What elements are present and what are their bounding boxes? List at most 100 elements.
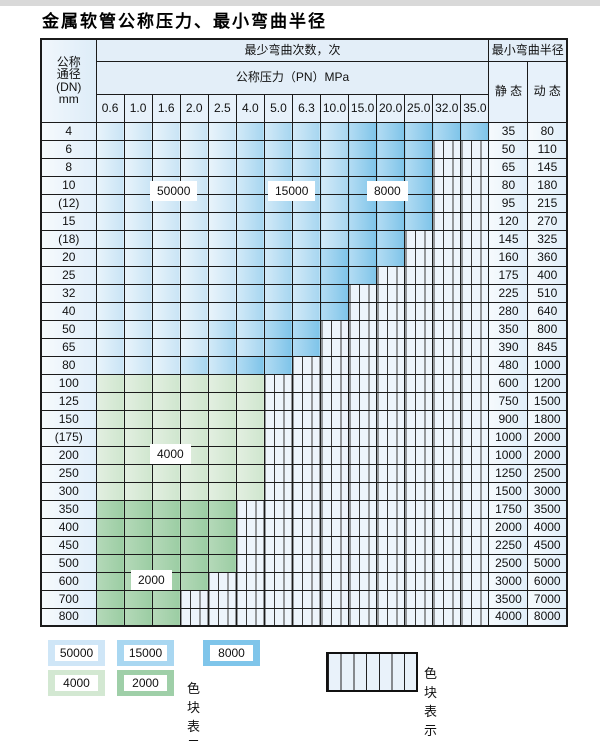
- dynamic-radius-cell: 3500: [527, 499, 568, 519]
- no-spec-cell-25.0: [404, 319, 434, 339]
- spec-cell-1.0: [123, 445, 153, 465]
- spec-cell-10.0: [319, 283, 350, 303]
- spec-cell-2.5: [207, 445, 237, 465]
- spec-cell-0.6: [95, 265, 125, 285]
- no-spec-cell-15.0: [348, 445, 378, 465]
- no-spec-cell-20.0: [376, 337, 406, 357]
- no-spec-cell-6.3: [291, 499, 322, 519]
- legend-swatch-label: 8000: [210, 645, 253, 661]
- spec-cell-10.0: [319, 139, 350, 159]
- spec-cell-1.6: [151, 355, 181, 375]
- no-spec-cell-15.0: [348, 373, 378, 393]
- spec-cell-25.0: [404, 157, 434, 177]
- page-title: 金属软管公称压力、最小弯曲半径: [42, 12, 327, 32]
- no-spec-cell-25.0: [404, 373, 434, 393]
- spec-cell-0.6: [95, 229, 125, 249]
- spec-cell-4.0: [235, 229, 265, 249]
- no-spec-cell-35.0: [460, 391, 490, 411]
- spec-cell-15.0: [348, 139, 378, 159]
- table-row-dn-6: 6 50 110: [40, 139, 568, 159]
- static-radius-cell: 2250: [488, 535, 529, 555]
- spec-cell-0.6: [95, 337, 125, 357]
- no-spec-cell-4.0: [235, 571, 265, 591]
- no-spec-cell-2.0: [179, 589, 209, 609]
- no-spec-cell-10.0: [319, 391, 350, 411]
- spec-cell-2.0: [179, 355, 209, 375]
- spec-cell-4.0: [235, 319, 265, 339]
- spec-cell-4.0: [235, 445, 265, 465]
- spec-cell-10.0: [319, 121, 350, 141]
- dynamic-radius-cell: 1000: [527, 355, 568, 375]
- no-spec-cell-35.0: [460, 589, 490, 609]
- no-spec-cell-15.0: [348, 283, 378, 303]
- spec-cell-0.6: [95, 409, 125, 429]
- spec-cell-25.0: [404, 193, 434, 213]
- spec-cell-10.0: [319, 193, 350, 213]
- spec-cell-4.0: [235, 427, 265, 447]
- static-radius-cell: 1000: [488, 445, 529, 465]
- spec-table: 公称 通径 (DN) mm 最少弯曲次数，次 最小弯曲半径 公称压力（PN）MPa 静…: [40, 38, 568, 627]
- dn-cell: 10: [40, 175, 97, 195]
- legend-swatch-15000: 15000: [117, 640, 174, 666]
- dynamic-radius-cell: 2500: [527, 463, 568, 483]
- spec-cell-4.0: [235, 283, 265, 303]
- no-spec-cell-32.0: [432, 139, 462, 159]
- no-spec-cell-32.0: [432, 229, 462, 249]
- no-spec-cell-35.0: [460, 337, 490, 357]
- table-row-dn-250: 250 1250 2500: [40, 463, 568, 483]
- no-spec-cell-10.0: [319, 319, 350, 339]
- no-spec-cell-25.0: [404, 463, 434, 483]
- no-spec-cell-32.0: [432, 463, 462, 483]
- spec-cell-0.6: [95, 121, 125, 141]
- spec-cell-4.0: [235, 247, 265, 267]
- no-spec-cell-10.0: [319, 409, 350, 429]
- no-spec-cell-20.0: [376, 409, 406, 429]
- static-radius-cell: 350: [488, 319, 529, 339]
- spec-cell-1.6: [151, 139, 181, 159]
- spec-cell-1.6: [151, 481, 181, 501]
- spec-cell-2.5: [207, 229, 237, 249]
- spec-cell-6.3: [291, 139, 322, 159]
- no-spec-cell-5.0: [263, 589, 293, 609]
- no-spec-cell-15.0: [348, 571, 378, 591]
- spec-cell-6.3: [291, 337, 322, 357]
- nominal-pressure-header: 公称压力（PN）MPa: [95, 60, 490, 95]
- no-spec-cell-10.0: [319, 445, 350, 465]
- static-radius-cell: 80: [488, 175, 529, 195]
- spec-cell-35.0: [460, 121, 490, 141]
- no-spec-cell-5.0: [263, 463, 293, 483]
- spec-cell-0.6: [95, 319, 125, 339]
- table-row-dn-350: 350 1750 3500: [40, 499, 568, 519]
- no-spec-cell-35.0: [460, 427, 490, 447]
- pressure-header-1.6: 1.6: [151, 93, 181, 123]
- no-spec-cell-20.0: [376, 481, 406, 501]
- spec-cell-6.3: [291, 265, 322, 285]
- spec-cell-0.6: [95, 283, 125, 303]
- no-spec-cell-20.0: [376, 355, 406, 375]
- no-spec-cell-32.0: [432, 427, 462, 447]
- pressure-header-5.0: 5.0: [263, 93, 293, 123]
- spec-cell-20.0: [376, 157, 406, 177]
- spec-cell-2.5: [207, 427, 237, 447]
- spec-cell-2.0: [179, 319, 209, 339]
- spec-cell-25.0: [404, 211, 434, 231]
- no-spec-cell-4.0: [235, 517, 265, 537]
- table-row-dn-8: 8 65 145: [40, 157, 568, 177]
- scan-edge-strip: [0, 0, 600, 6]
- no-spec-cell-15.0: [348, 607, 378, 627]
- no-spec-cell-32.0: [432, 283, 462, 303]
- table-row-dn-600: 600 3000 6000: [40, 571, 568, 591]
- pressure-header-35.0: 35.0: [460, 93, 490, 123]
- no-spec-cell-6.3: [291, 571, 322, 591]
- legend-has-spec-text: 色块表示有此规格: [187, 681, 201, 743]
- legend-swatch-8000: 8000: [203, 640, 260, 666]
- legend-swatch-4000: 4000: [48, 670, 105, 696]
- no-spec-cell-35.0: [460, 499, 490, 519]
- no-spec-cell-6.3: [291, 391, 322, 411]
- spec-cell-25.0: [404, 121, 434, 141]
- spec-cell-0.6: [95, 193, 125, 213]
- spec-cell-10.0: [319, 265, 350, 285]
- no-spec-cell-35.0: [460, 301, 490, 321]
- no-spec-cell-32.0: [432, 481, 462, 501]
- pressure-header-2.5: 2.5: [207, 93, 237, 123]
